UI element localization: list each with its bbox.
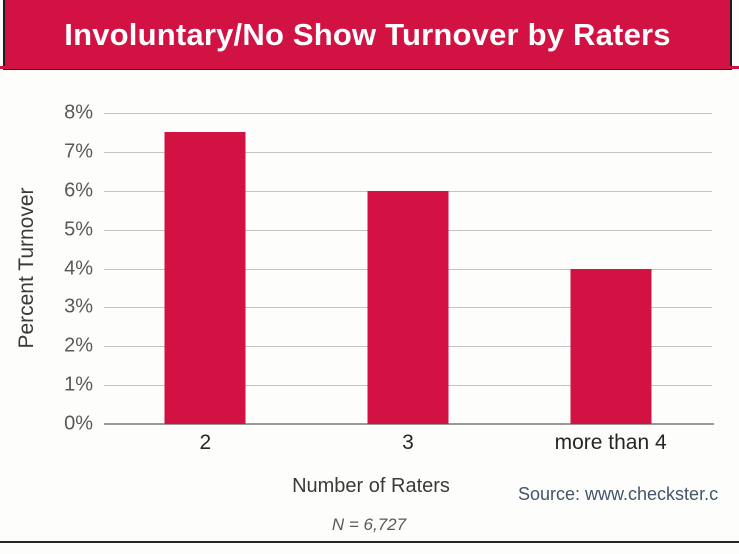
category-label-2: 2 bbox=[199, 431, 212, 454]
y-tick-label-5%: 5% bbox=[64, 218, 93, 241]
gridline-7% bbox=[104, 151, 712, 153]
y-tick-label-7%: 7% bbox=[64, 140, 93, 163]
category-label-more-than-4: more than 4 bbox=[554, 431, 667, 454]
bar-2 bbox=[164, 132, 246, 424]
title-banner: Involuntary/No Show Turnover by Raters bbox=[3, 0, 732, 70]
y-tick-label-0%: 0% bbox=[64, 412, 93, 435]
y-tick-label-1%: 1% bbox=[64, 373, 93, 396]
plot-area bbox=[104, 113, 714, 425]
sample-size-note: N = 6,727 bbox=[331, 515, 407, 534]
x-axis-line bbox=[104, 423, 714, 425]
bar-more-than-4 bbox=[570, 268, 652, 424]
bar-3 bbox=[367, 190, 449, 424]
y-axis-ticks: 0% 1% 2% 3% 4% 5% 6% 7% 8% bbox=[38, 102, 93, 435]
x-axis-label: Number of Raters bbox=[292, 475, 450, 497]
source-text: Source: www.checkster.c bbox=[518, 484, 719, 504]
y-tick-label-8%: 8% bbox=[64, 101, 93, 124]
y-tick-label-3%: 3% bbox=[64, 295, 93, 318]
category-label-3: 3 bbox=[402, 431, 414, 454]
accent-line bbox=[0, 66, 739, 69]
y-tick-label-6%: 6% bbox=[64, 179, 93, 202]
gridline-8% bbox=[104, 113, 712, 114]
y-tick-label-2%: 2% bbox=[64, 334, 93, 357]
y-tick-label-4%: 4% bbox=[64, 257, 93, 279]
x-axis-categories: 2 3 more than 4 bbox=[104, 431, 712, 457]
bottom-rule bbox=[0, 541, 739, 543]
y-axis-label: Percent Turnover bbox=[15, 187, 38, 349]
page-title: Involuntary/No Show Turnover by Raters bbox=[64, 17, 671, 52]
